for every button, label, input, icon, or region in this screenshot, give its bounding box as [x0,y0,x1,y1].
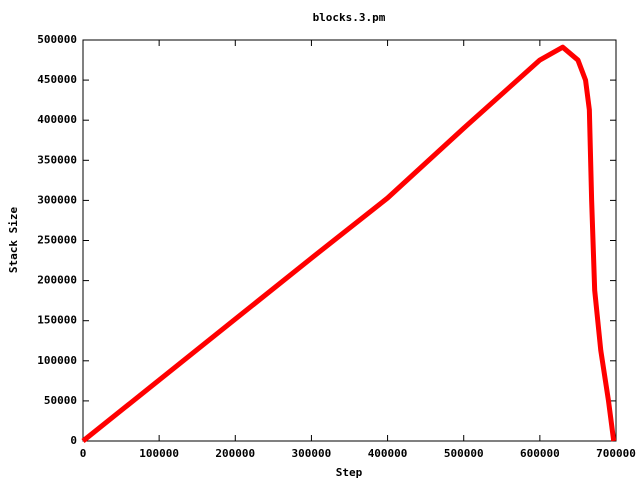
y-tick-label: 450000 [37,73,77,86]
x-tick-label: 500000 [444,447,484,460]
x-tick-label: 300000 [292,447,332,460]
x-tick-label: 700000 [596,447,636,460]
x-tick-label: 0 [80,447,87,460]
x-tick-label: 100000 [139,447,179,460]
y-tick-label: 150000 [37,314,77,327]
y-tick-label: 350000 [37,153,77,166]
y-axis-label: Stack Size [7,207,20,274]
chart-title: blocks.3.pm [313,11,386,24]
y-tick-label: 500000 [37,33,77,46]
y-tick-label: 0 [70,434,77,447]
data-line [81,44,617,443]
plot-border [82,39,617,442]
y-tick-label: 100000 [37,354,77,367]
x-tick-label: 600000 [520,447,560,460]
y-tick-label: 400000 [37,113,77,126]
x-tick-label: 200000 [215,447,255,460]
x-tick-label: 400000 [368,447,408,460]
y-tick-label: 250000 [37,234,77,247]
x-axis-label: Step [336,466,363,479]
y-tick-label: 50000 [44,394,77,407]
y-tick-label: 300000 [37,193,77,206]
y-tick-label: 200000 [37,274,77,287]
